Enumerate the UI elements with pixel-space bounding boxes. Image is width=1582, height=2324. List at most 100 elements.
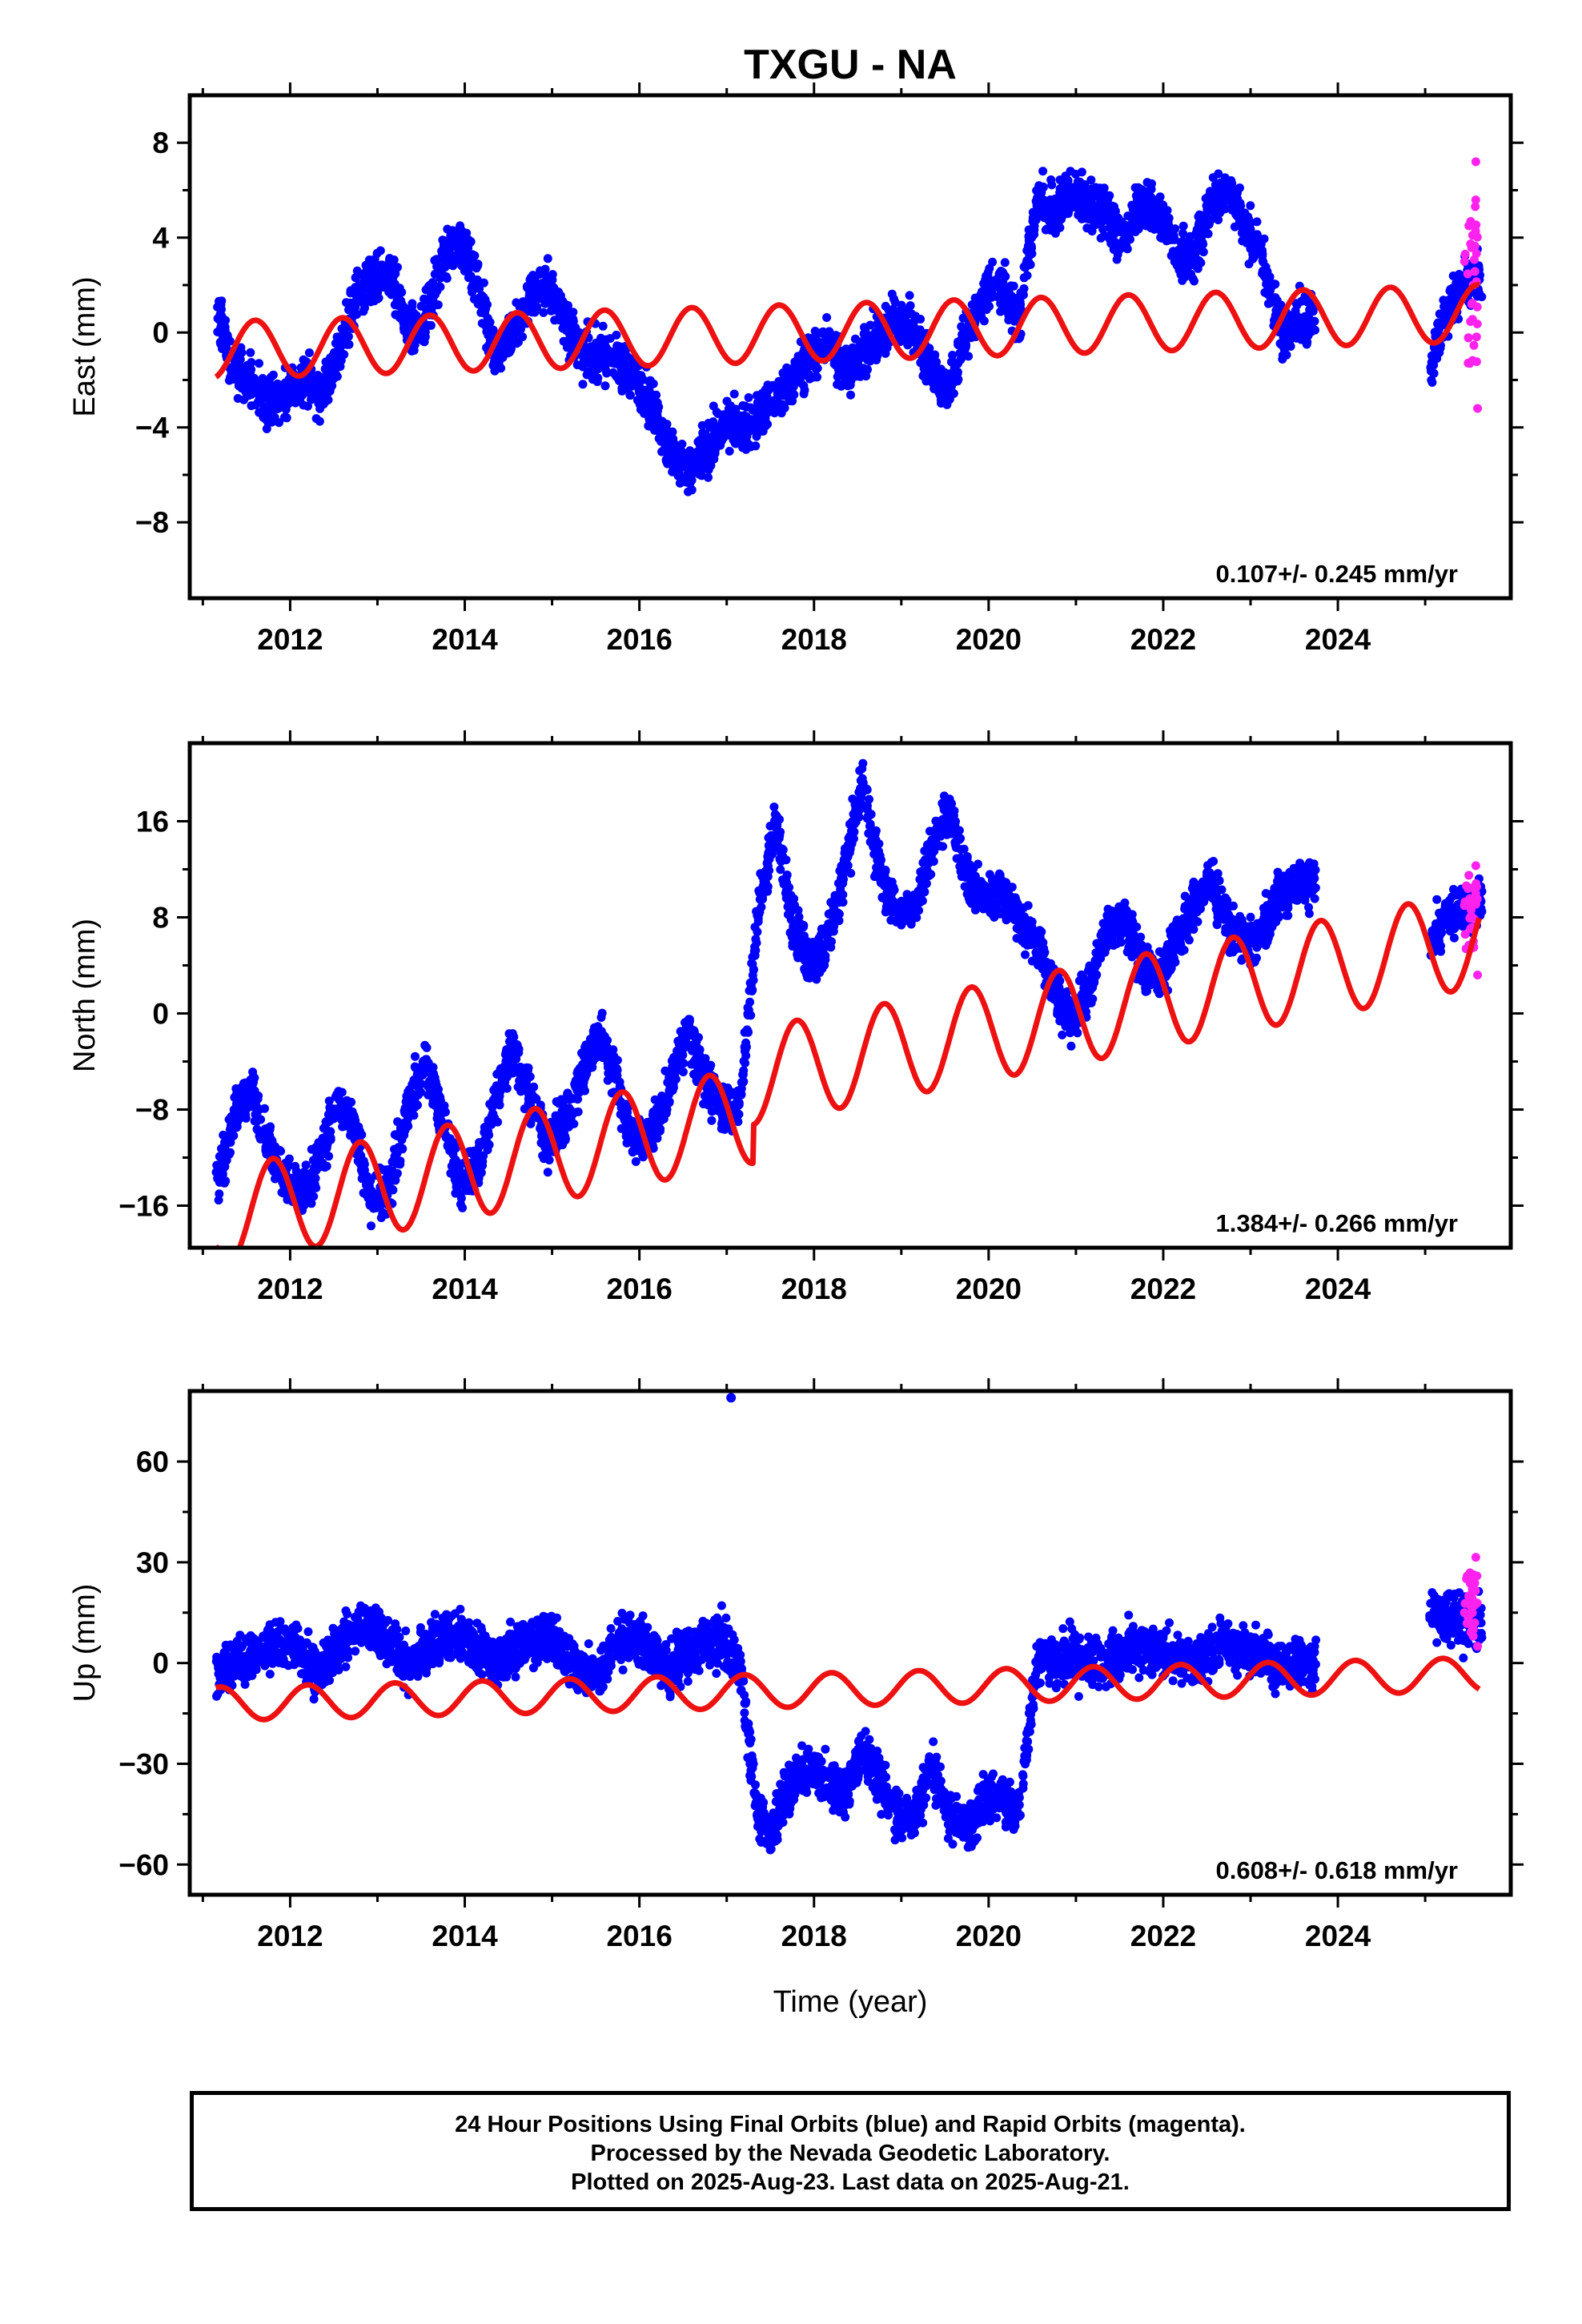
data-point <box>1099 183 1109 193</box>
data-point <box>311 1183 321 1192</box>
data-point <box>324 1129 334 1138</box>
data-point <box>267 1136 277 1145</box>
data-point <box>1299 295 1309 304</box>
data-point <box>641 385 651 395</box>
data-point <box>935 389 945 399</box>
panel-frame <box>187 93 1513 601</box>
data-point <box>1190 276 1199 286</box>
data-point <box>1105 191 1114 200</box>
data-point <box>1234 211 1243 220</box>
data-point <box>1278 351 1287 360</box>
data-point <box>726 401 735 411</box>
data-point <box>578 380 588 389</box>
data-point <box>1008 302 1018 312</box>
data-point <box>653 417 663 427</box>
data-point <box>229 370 239 379</box>
data-point <box>1026 246 1035 255</box>
data-point <box>214 1196 223 1205</box>
data-point <box>322 369 331 379</box>
data-point <box>1155 192 1165 202</box>
rapid-point <box>1472 232 1482 242</box>
data-point <box>247 380 257 390</box>
data-point <box>1090 201 1099 211</box>
data-point <box>833 365 843 374</box>
data-point <box>371 1201 379 1211</box>
data-point <box>1246 201 1255 211</box>
data-point <box>1434 324 1443 334</box>
data-point <box>1195 210 1204 219</box>
data-point <box>539 308 548 317</box>
data-point <box>695 440 705 450</box>
data-point <box>1178 228 1187 238</box>
rapid-point <box>1469 340 1479 350</box>
data-point <box>953 369 962 379</box>
data-point <box>756 422 765 432</box>
data-point <box>665 435 675 444</box>
data-point <box>1061 193 1070 202</box>
data-point <box>316 391 326 400</box>
data-point <box>649 394 658 404</box>
data-point <box>408 299 417 308</box>
data-point <box>823 329 833 339</box>
data-point <box>822 313 832 322</box>
data-point <box>327 381 337 391</box>
data-point <box>1021 263 1030 272</box>
data-point <box>525 1072 535 1081</box>
data-point <box>342 298 351 308</box>
data-point <box>930 352 939 361</box>
rapid-point <box>1466 217 1476 226</box>
data-point <box>219 1178 228 1188</box>
data-point <box>1096 233 1106 243</box>
data-point <box>378 281 387 290</box>
data-point <box>301 1182 311 1192</box>
data-point <box>600 381 610 391</box>
data-point <box>518 1066 528 1076</box>
data-point <box>334 1087 343 1096</box>
data-point <box>560 1109 570 1119</box>
data-point <box>841 364 850 373</box>
data-point <box>420 332 430 342</box>
data-point <box>387 267 397 277</box>
data-point <box>1210 187 1219 196</box>
rapid-point <box>1465 359 1475 368</box>
data-point <box>271 381 281 391</box>
data-point <box>303 1190 312 1200</box>
rapid-point <box>1467 300 1476 309</box>
data-point <box>311 1165 321 1175</box>
data-point <box>344 1105 354 1115</box>
data-point <box>1155 225 1165 235</box>
data-point <box>979 316 989 326</box>
data-point <box>799 389 809 399</box>
data-point <box>1214 215 1223 225</box>
data-point <box>220 1162 230 1172</box>
data-point <box>788 396 797 406</box>
data-point <box>585 1035 595 1043</box>
data-point <box>617 372 627 381</box>
data-point <box>1063 207 1072 216</box>
data-point <box>318 1158 327 1168</box>
data-point <box>482 1124 492 1133</box>
data-point <box>252 1116 262 1126</box>
data-point <box>426 320 436 330</box>
x-tick-label: 2022 <box>1130 623 1196 656</box>
data-point <box>760 409 769 419</box>
data-point <box>706 460 716 470</box>
data-point <box>411 1051 420 1061</box>
data-point <box>283 1195 292 1204</box>
data-point <box>1475 288 1484 298</box>
data-point <box>1445 308 1455 318</box>
data-point <box>391 1146 401 1156</box>
data-point <box>536 1124 545 1133</box>
data-point <box>480 308 489 318</box>
data-point <box>983 294 993 304</box>
data-point <box>1447 296 1456 305</box>
data-point <box>737 427 747 436</box>
data-point <box>1287 332 1297 341</box>
data-point <box>441 272 451 281</box>
data-point <box>431 1077 440 1087</box>
data-point <box>1033 198 1042 207</box>
data-point <box>950 377 959 387</box>
data-point <box>1176 270 1186 279</box>
data-point <box>1026 228 1035 238</box>
data-point <box>945 395 954 404</box>
